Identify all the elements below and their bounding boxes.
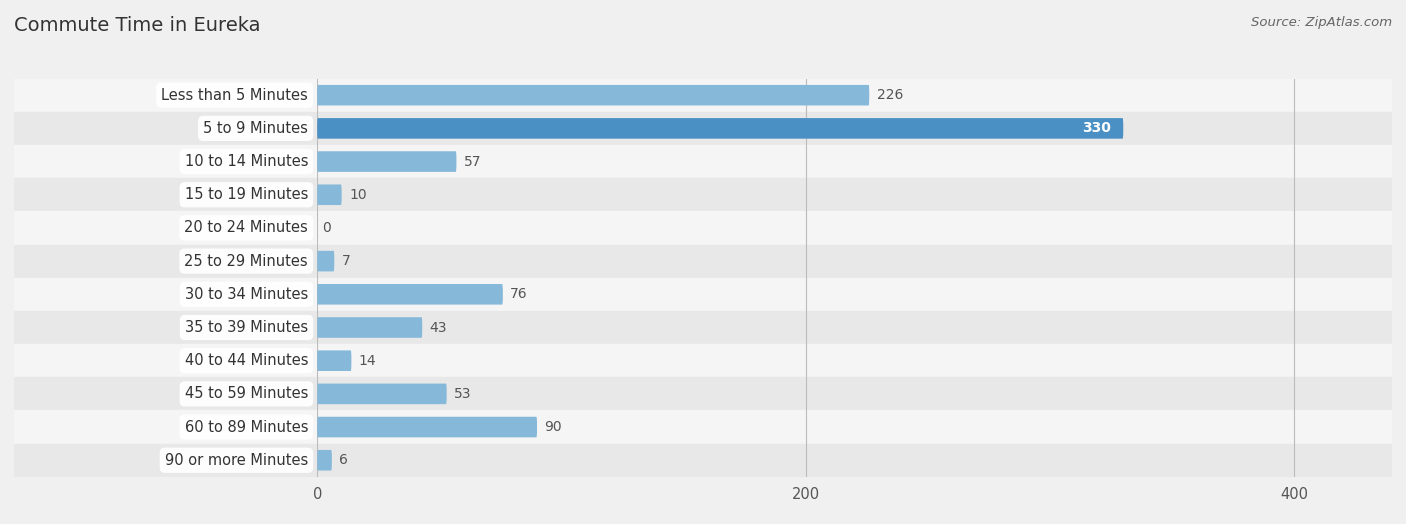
FancyBboxPatch shape: [318, 85, 869, 105]
FancyBboxPatch shape: [318, 184, 342, 205]
Bar: [318, 278, 1392, 311]
Text: 330: 330: [1083, 122, 1111, 135]
Text: 15 to 19 Minutes: 15 to 19 Minutes: [184, 187, 308, 202]
Bar: [318, 444, 1392, 477]
Bar: [14, 145, 318, 178]
Bar: [318, 112, 1392, 145]
Bar: [14, 112, 318, 145]
FancyBboxPatch shape: [318, 384, 447, 404]
Text: 53: 53: [454, 387, 471, 401]
FancyBboxPatch shape: [318, 151, 457, 172]
Text: 6: 6: [339, 453, 349, 467]
Text: 43: 43: [430, 321, 447, 334]
FancyBboxPatch shape: [318, 118, 1123, 139]
Bar: [14, 444, 318, 477]
Text: 14: 14: [359, 354, 377, 368]
Text: 90: 90: [544, 420, 562, 434]
Text: 20 to 24 Minutes: 20 to 24 Minutes: [184, 221, 308, 235]
FancyBboxPatch shape: [318, 317, 422, 338]
Text: 0: 0: [322, 221, 330, 235]
Text: 57: 57: [464, 155, 481, 169]
Text: 10 to 14 Minutes: 10 to 14 Minutes: [184, 154, 308, 169]
FancyBboxPatch shape: [318, 450, 332, 471]
Bar: [318, 311, 1392, 344]
Bar: [318, 79, 1392, 112]
Bar: [318, 410, 1392, 444]
Bar: [14, 410, 318, 444]
Bar: [14, 211, 318, 245]
Bar: [14, 278, 318, 311]
FancyBboxPatch shape: [318, 284, 503, 304]
Text: 25 to 29 Minutes: 25 to 29 Minutes: [184, 254, 308, 269]
Text: 45 to 59 Minutes: 45 to 59 Minutes: [184, 386, 308, 401]
Text: 10: 10: [349, 188, 367, 202]
Text: 226: 226: [876, 88, 903, 102]
Text: 5 to 9 Minutes: 5 to 9 Minutes: [204, 121, 308, 136]
Text: 90 or more Minutes: 90 or more Minutes: [165, 453, 308, 468]
Text: 30 to 34 Minutes: 30 to 34 Minutes: [184, 287, 308, 302]
Text: Less than 5 Minutes: Less than 5 Minutes: [162, 88, 308, 103]
Text: 7: 7: [342, 254, 350, 268]
Text: 35 to 39 Minutes: 35 to 39 Minutes: [186, 320, 308, 335]
Bar: [14, 245, 318, 278]
Bar: [318, 245, 1392, 278]
Bar: [14, 311, 318, 344]
Text: 40 to 44 Minutes: 40 to 44 Minutes: [184, 353, 308, 368]
Bar: [318, 211, 1392, 245]
Bar: [318, 344, 1392, 377]
Bar: [14, 344, 318, 377]
Bar: [318, 145, 1392, 178]
FancyBboxPatch shape: [318, 417, 537, 438]
FancyBboxPatch shape: [318, 251, 335, 271]
Text: Commute Time in Eureka: Commute Time in Eureka: [14, 16, 260, 35]
Text: 76: 76: [510, 287, 527, 301]
Bar: [318, 377, 1392, 410]
FancyBboxPatch shape: [318, 351, 352, 371]
Bar: [318, 178, 1392, 211]
Bar: [14, 79, 318, 112]
Bar: [14, 377, 318, 410]
Text: Source: ZipAtlas.com: Source: ZipAtlas.com: [1251, 16, 1392, 29]
Text: 60 to 89 Minutes: 60 to 89 Minutes: [184, 420, 308, 434]
Bar: [14, 178, 318, 211]
